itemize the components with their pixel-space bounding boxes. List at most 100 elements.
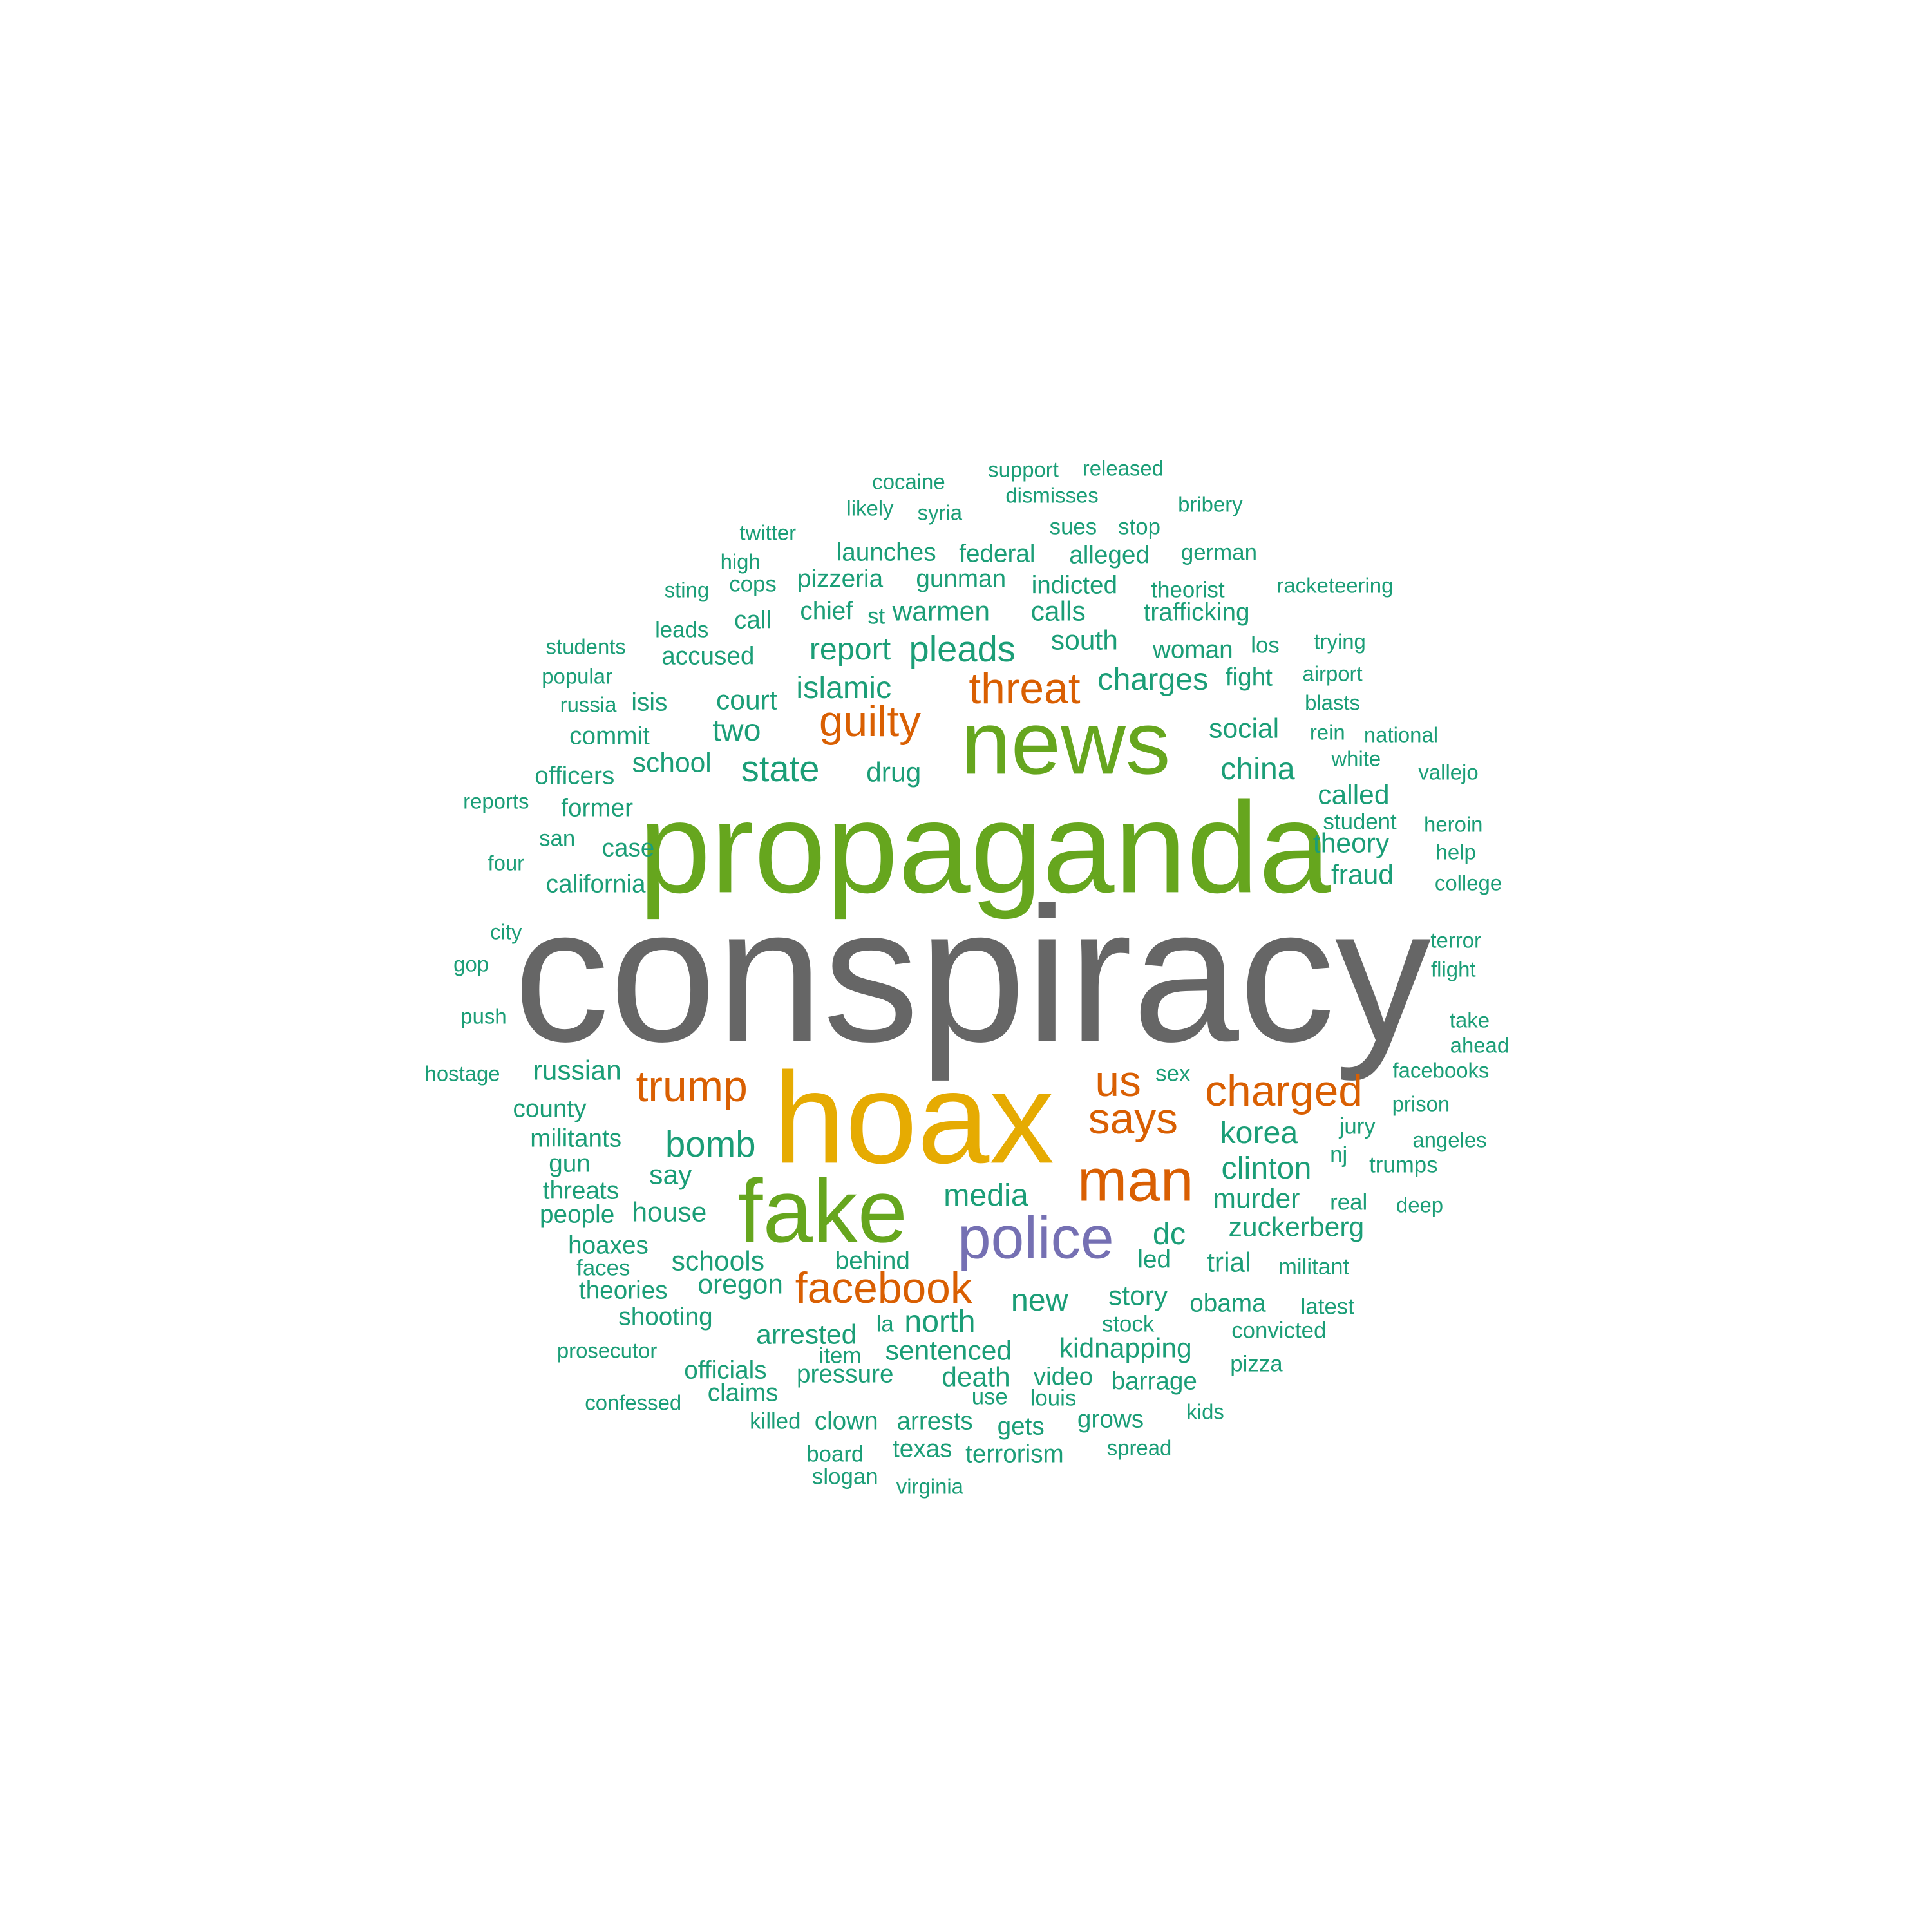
word-gets: gets <box>997 1412 1045 1441</box>
word-pressure: pressure <box>796 1360 894 1388</box>
word-charged: charged <box>1205 1067 1363 1116</box>
word-angeles: angeles <box>1412 1128 1487 1152</box>
word-state: state <box>741 748 820 790</box>
word-militant: militant <box>1278 1254 1350 1280</box>
word-woman: woman <box>1152 636 1233 664</box>
word-alleged: alleged <box>1069 541 1150 569</box>
word-white: white <box>1331 746 1381 771</box>
word-sting: sting <box>664 578 710 602</box>
word-twitter: twitter <box>739 520 797 545</box>
word-nj: nj <box>1330 1142 1348 1168</box>
word-threats: threats <box>542 1177 620 1205</box>
word-guilty: guilty <box>819 697 922 746</box>
word-launches: launches <box>836 538 936 567</box>
word-calls: calls <box>1030 596 1086 628</box>
word-barrage: barrage <box>1111 1368 1197 1396</box>
word-bribery: bribery <box>1178 492 1243 516</box>
word-death: death <box>942 1361 1010 1393</box>
word-sues: sues <box>1049 514 1097 540</box>
word-released: released <box>1082 456 1164 480</box>
word-high: high <box>720 549 761 574</box>
word-says: says <box>1088 1095 1178 1144</box>
word-german: german <box>1180 540 1257 565</box>
word-theorist: theorist <box>1151 577 1225 603</box>
word-heroin: heroin <box>1424 812 1483 837</box>
word-fake: fake <box>737 1160 908 1262</box>
word-latest: latest <box>1300 1294 1354 1320</box>
word-gunman: gunman <box>916 565 1007 593</box>
word-real: real <box>1330 1189 1368 1215</box>
word-sex: sex <box>1155 1061 1191 1086</box>
word-north: north <box>904 1303 976 1339</box>
word-convicted: convicted <box>1231 1318 1327 1343</box>
word-man: man <box>1077 1146 1194 1214</box>
word-russia: russia <box>560 693 617 717</box>
word-la: la <box>876 1311 894 1337</box>
word-spread: spread <box>1106 1435 1172 1460</box>
word-officers: officers <box>535 762 615 790</box>
word-louis: louis <box>1030 1385 1077 1411</box>
word-korea: korea <box>1220 1115 1298 1151</box>
word-confessed: confessed <box>585 1390 682 1415</box>
word-warmen: warmen <box>892 596 990 628</box>
word-texas: texas <box>893 1435 952 1463</box>
word-china: china <box>1220 751 1295 786</box>
word-four: four <box>488 851 525 875</box>
word-hoaxes: hoaxes <box>568 1232 649 1260</box>
word-pizzeria: pizzeria <box>797 565 884 593</box>
word-theories: theories <box>578 1276 668 1305</box>
word-item: item <box>819 1343 862 1368</box>
word-gop: gop <box>453 952 489 976</box>
word-threat: threat <box>969 665 1081 714</box>
word-case: case <box>601 834 655 862</box>
word-sentenced: sentenced <box>885 1335 1012 1367</box>
word-stock: stock <box>1101 1311 1155 1337</box>
word-use: use <box>971 1384 1008 1410</box>
word-officials: officials <box>684 1356 767 1385</box>
word-called: called <box>1318 779 1390 811</box>
word-news: news <box>961 692 1171 793</box>
word-zuckerberg: zuckerberg <box>1228 1212 1365 1244</box>
word-push: push <box>460 1004 507 1028</box>
word-oregon: oregon <box>697 1269 783 1301</box>
word-indicted: indicted <box>1031 571 1118 600</box>
word-isis: isis <box>631 688 668 717</box>
word-pizza: pizza <box>1230 1351 1283 1377</box>
word-claims: claims <box>707 1379 779 1407</box>
word-gun: gun <box>549 1150 591 1178</box>
word-los: los <box>1251 632 1280 658</box>
word-house: house <box>632 1197 707 1228</box>
word-islamic: islamic <box>796 670 892 706</box>
word-south: south <box>1050 625 1118 656</box>
word-trumps: trumps <box>1369 1152 1438 1178</box>
word-trump: trump <box>636 1062 748 1111</box>
word-accused: accused <box>661 642 755 670</box>
word-leads: leads <box>655 617 709 643</box>
word-stop: stop <box>1118 514 1160 540</box>
word-dc: dc <box>1152 1216 1186 1251</box>
word-san: san <box>539 826 576 851</box>
word-prosecutor: prosecutor <box>556 1338 658 1363</box>
word-trying: trying <box>1314 629 1366 654</box>
word-russian: russian <box>533 1055 621 1086</box>
word-airport: airport <box>1302 661 1363 686</box>
word-obama: obama <box>1189 1289 1266 1318</box>
word-hostage: hostage <box>424 1061 500 1086</box>
word-killed: killed <box>750 1408 801 1434</box>
word-fraud: fraud <box>1331 859 1394 891</box>
word-police: police <box>958 1204 1114 1271</box>
word-virginia: virginia <box>896 1474 963 1499</box>
word-cops: cops <box>729 571 777 597</box>
word-popular: popular <box>542 664 612 688</box>
word-rein: rein <box>1309 720 1345 744</box>
word-kidnapping: kidnapping <box>1059 1332 1192 1364</box>
word-commit: commit <box>569 722 650 750</box>
word-facebooks: facebooks <box>1392 1058 1490 1083</box>
word-court: court <box>716 685 777 716</box>
word-propaganda: propaganda <box>638 775 1331 920</box>
word-bomb: bomb <box>665 1123 756 1164</box>
word-murder: murder <box>1213 1183 1300 1215</box>
word-us: us <box>1095 1057 1141 1106</box>
word-terrorism: terrorism <box>965 1440 1064 1468</box>
